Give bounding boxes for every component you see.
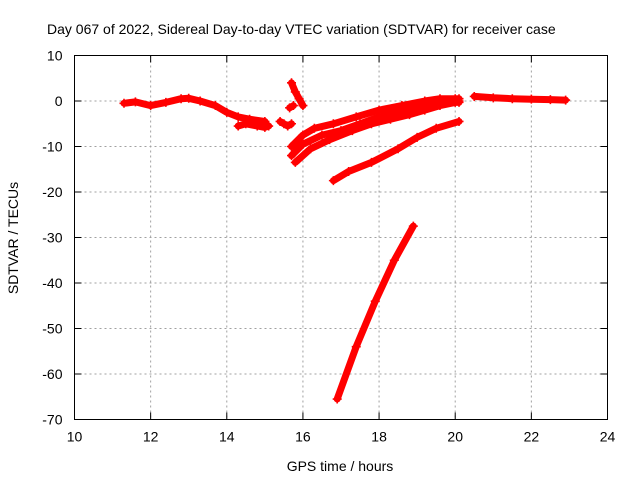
data-point	[222, 107, 232, 117]
data-point	[507, 94, 517, 104]
data-point	[287, 78, 297, 88]
y-tick-label: -20	[42, 184, 62, 200]
data-point	[385, 114, 395, 124]
x-tick-label: 22	[524, 429, 540, 445]
data-point	[306, 144, 316, 154]
data-point	[420, 105, 430, 115]
x-tick-label: 18	[371, 429, 387, 445]
data-point	[332, 394, 342, 404]
data-series	[290, 97, 464, 167]
data-point	[287, 119, 297, 129]
data-series	[332, 221, 418, 404]
y-axis-label: SDTVAR / TECUs	[5, 182, 21, 294]
y-tick-label: -30	[42, 230, 62, 246]
data-point	[290, 87, 300, 97]
data-point	[366, 119, 376, 129]
y-tick-label: -10	[42, 139, 62, 155]
data-point	[195, 96, 205, 106]
x-tick-label: 16	[295, 429, 311, 445]
data-point	[119, 98, 129, 108]
data-point	[176, 94, 186, 104]
data-point	[130, 97, 140, 107]
data-series	[275, 116, 297, 131]
data-series	[469, 91, 571, 105]
series-trace	[288, 79, 307, 110]
data-point	[287, 151, 297, 161]
data-point	[344, 167, 354, 177]
data-point	[233, 112, 243, 122]
data-series	[119, 93, 270, 126]
data-point	[161, 97, 171, 107]
data-point	[252, 121, 262, 131]
axes: 10 12 14 16 18 20 22 24 10 0 -10 -20 -30 -40 -50 -60 -70	[42, 48, 615, 445]
series-trace	[276, 118, 295, 130]
chart-title: Day 067 of 2022, Sidereal Day-to-day VTE…	[47, 21, 556, 37]
data-point	[210, 101, 220, 111]
data-layer	[119, 78, 571, 404]
x-tick-label: 20	[447, 429, 463, 445]
data-point	[298, 130, 308, 140]
data-point	[288, 101, 298, 111]
data-point	[545, 95, 555, 105]
data-point	[290, 157, 300, 167]
data-point	[264, 121, 274, 131]
data-point	[317, 130, 327, 140]
data-point	[233, 121, 243, 131]
data-point	[469, 91, 479, 101]
data-point	[298, 139, 308, 149]
data-point	[241, 119, 251, 129]
series-trace	[120, 94, 269, 125]
x-tick-label: 14	[219, 429, 235, 445]
data-point	[347, 126, 357, 136]
data-point	[488, 93, 498, 103]
data-point	[454, 116, 464, 126]
series-trace	[333, 222, 417, 403]
x-tick-label: 10	[67, 429, 83, 445]
data-point	[309, 123, 319, 133]
data-point	[260, 122, 270, 132]
data-point	[287, 142, 297, 151]
data-point	[526, 94, 536, 104]
data-series	[233, 119, 274, 132]
data-point	[366, 157, 376, 167]
x-tick-label: 24	[600, 429, 616, 445]
data-point	[454, 97, 464, 107]
y-tick-label: 0	[55, 93, 63, 109]
y-tick-label: -60	[42, 366, 62, 382]
data-point	[389, 255, 399, 265]
data-point	[294, 94, 304, 104]
grid	[74, 55, 608, 420]
data-point	[370, 296, 380, 306]
data-point	[561, 95, 571, 105]
data-point	[393, 144, 403, 154]
data-point	[184, 93, 194, 103]
data-point	[351, 342, 361, 352]
data-point	[328, 176, 338, 186]
data-point	[412, 132, 422, 142]
y-tick-label: -50	[42, 321, 62, 337]
data-point	[351, 112, 361, 122]
data-point	[405, 110, 415, 120]
x-axis-label: GPS time / hours	[287, 458, 394, 474]
y-tick-label: -70	[42, 412, 62, 428]
data-point	[328, 119, 338, 129]
y-tick-label: -40	[42, 275, 62, 291]
data-point	[435, 101, 445, 111]
data-point	[325, 135, 335, 145]
data-series	[287, 78, 308, 111]
data-point	[408, 221, 418, 231]
data-point	[146, 101, 156, 111]
y-tick-label: 10	[47, 48, 63, 64]
x-tick-label: 12	[143, 429, 159, 445]
data-series	[285, 101, 298, 113]
data-point	[298, 101, 308, 111]
data-series	[328, 116, 464, 186]
data-point	[431, 123, 441, 133]
